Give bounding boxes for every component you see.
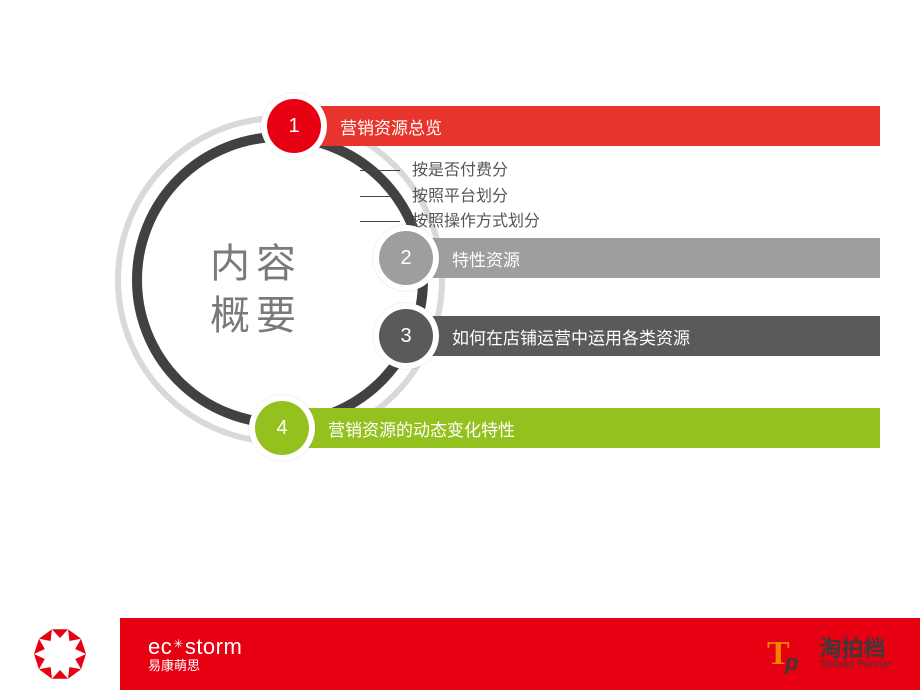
item-node-1: 1 <box>267 99 321 153</box>
brand-star-icon: ✳ <box>173 637 184 651</box>
item-node-2: 2 <box>379 231 433 285</box>
footer-bar: ec✳storm 易康萌思 T p 淘拍档 Taobao Partner <box>120 618 920 690</box>
sublist-row: 按照平台划分 <box>360 184 540 210</box>
partner-cn: 淘拍档 <box>819 637 892 660</box>
partner: T p 淘拍档 Taobao Partner <box>765 634 892 674</box>
sublist-text: 按是否付费分 <box>412 158 508 184</box>
svg-text:p: p <box>784 650 798 674</box>
sublist-text: 按照平台划分 <box>412 184 508 210</box>
center-line1: 内容 <box>210 238 302 290</box>
dash-icon <box>360 170 400 171</box>
tp-icon: T p <box>765 634 811 674</box>
item-label-3: 如何在店铺运营中运用各类资源 <box>452 324 690 349</box>
item-bar-3: 如何在店铺运营中运用各类资源 <box>432 316 880 356</box>
center-line2: 概要 <box>210 290 302 342</box>
footer: ec✳storm 易康萌思 T p 淘拍档 Taobao Partner <box>0 618 920 690</box>
partner-text: 淘拍档 Taobao Partner <box>819 637 892 671</box>
sublist-text: 按照操作方式划分 <box>412 209 540 235</box>
brand-ec: ec <box>148 634 172 659</box>
item-bar-2: 特性资源 <box>432 238 880 278</box>
footer-logo-box <box>0 618 120 690</box>
brand-name: ec✳storm <box>148 634 242 659</box>
item-label-2: 特性资源 <box>452 246 520 271</box>
item-node-4: 4 <box>255 401 309 455</box>
gear-icon <box>30 624 90 684</box>
dash-icon <box>360 221 400 222</box>
partner-en: Taobao Partner <box>819 660 892 671</box>
dash-icon <box>360 196 400 197</box>
item-sublist-1: 按是否付费分按照平台划分按照操作方式划分 <box>360 158 540 235</box>
item-bar-4: 营销资源的动态变化特性 <box>308 408 880 448</box>
item-node-3: 3 <box>379 309 433 363</box>
brand-storm: storm <box>185 634 243 659</box>
item-label-4: 营销资源的动态变化特性 <box>328 416 515 441</box>
brand-sub: 易康萌思 <box>148 659 242 674</box>
item-bar-1: 营销资源总览 <box>320 106 880 146</box>
brand: ec✳storm 易康萌思 <box>148 634 242 674</box>
slide: 内容 概要 ec✳storm 易康萌思 T p 淘拍档 <box>0 0 920 690</box>
item-label-1: 营销资源总览 <box>340 114 442 139</box>
center-title: 内容 概要 <box>210 238 302 342</box>
sublist-row: 按是否付费分 <box>360 158 540 184</box>
